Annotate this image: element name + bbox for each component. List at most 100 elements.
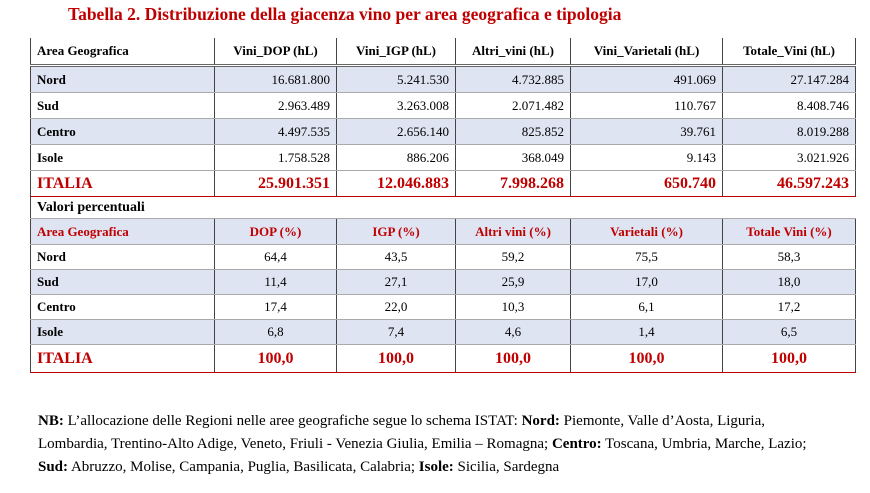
cell: 9.143 <box>570 144 723 171</box>
cell: 25.901.351 <box>214 170 337 197</box>
cell: 886.206 <box>336 144 456 171</box>
cell: Vini_IGP (hL) <box>336 38 456 67</box>
cell: 3.263.008 <box>336 92 456 119</box>
cell: Totale_Vini (hL) <box>722 38 856 67</box>
note-label: NB: <box>38 413 64 429</box>
cell: 100,0 <box>722 344 856 373</box>
data-row: Isole 6,8 7,4 4,6 1,4 6,5 <box>30 319 856 345</box>
cell: Isole <box>30 144 215 171</box>
cell: 12.046.883 <box>336 170 456 197</box>
cell: DOP (%) <box>214 218 337 245</box>
total-row: ITALIA 100,0 100,0 100,0 100,0 100,0 <box>30 344 856 373</box>
data-row: Sud 2.963.489 3.263.008 2.071.482 110.767 8.4… <box>30 92 856 119</box>
cell: Centro <box>30 118 215 145</box>
cell: ITALIA <box>30 344 215 373</box>
cell: 11,4 <box>214 269 337 295</box>
cell: 7,4 <box>336 319 456 345</box>
cell: 100,0 <box>336 344 456 373</box>
section-row: Valori percentuali <box>30 196 856 219</box>
cell: Vini_Varietali (hL) <box>570 38 723 67</box>
cell: 1,4 <box>570 319 723 345</box>
table-body: Area Geografica Vini_DOP (hL) Vini_IGP (hL… <box>30 38 856 373</box>
region-group: Isole: <box>418 459 454 475</box>
region-list: Sicilia, Sardegna <box>457 459 560 475</box>
data-row: Sud 11,4 27,1 25,9 17,0 18,0 <box>30 269 856 295</box>
cell: Sud <box>30 269 215 295</box>
cell: Varietali (%) <box>570 218 723 245</box>
title: Tabella 2. Distribuzione della giacenza … <box>68 4 622 24</box>
cell: 491.069 <box>570 65 723 93</box>
cell: Nord <box>30 65 215 93</box>
total-row: ITALIA 25.901.351 12.046.883 7.998.268 650.7… <box>30 170 856 197</box>
cell: 6,8 <box>214 319 337 345</box>
cell: 58,3 <box>722 244 856 270</box>
cell: 7.998.268 <box>455 170 571 197</box>
cell: Area Geografica <box>30 218 215 245</box>
cell: 16.681.800 <box>214 65 337 93</box>
footnote: NB: L’allocazione delle Regioni nelle ar… <box>38 410 838 479</box>
cell: IGP (%) <box>336 218 456 245</box>
data-row: Nord 64,4 43,5 59,2 75,5 58,3 <box>30 244 856 270</box>
header-row: Area Geografica Vini_DOP (hL) Vini_IGP (hL… <box>30 38 856 67</box>
cell: 22,0 <box>336 294 456 320</box>
cell: 4.732.885 <box>455 65 571 93</box>
cell: 5.241.530 <box>336 65 456 93</box>
cell: 8.019.288 <box>722 118 856 145</box>
cell: 43,5 <box>336 244 456 270</box>
cell: 4,6 <box>455 319 571 345</box>
cell: 650.740 <box>570 170 723 197</box>
data-row: Nord 16.681.800 5.241.530 4.732.885 491.069 2… <box>30 65 856 93</box>
cell: 4.497.535 <box>214 118 337 145</box>
cell: 2.656.140 <box>336 118 456 145</box>
cell: 17,0 <box>570 269 723 295</box>
cell: 6,1 <box>570 294 723 320</box>
region-list: Piemonte, Valle d’Aosta, Liguria, Lombar… <box>38 413 766 452</box>
cell: ITALIA <box>30 170 215 197</box>
header-row: Area Geografica DOP (%) IGP (%) Altri vini … <box>30 218 856 245</box>
region-group: Nord: <box>521 413 560 429</box>
cell: 59,2 <box>455 244 571 270</box>
cell: 825.852 <box>455 118 571 145</box>
section-label: Valori percentuali <box>30 196 856 219</box>
cell: 17,2 <box>722 294 856 320</box>
cell: Totale Vini (%) <box>722 218 856 245</box>
cell: Altri_vini (hL) <box>455 38 571 67</box>
cell: 75,5 <box>570 244 723 270</box>
data-row: Isole 1.758.528 886.206 368.049 9.143 3.021.9… <box>30 144 856 171</box>
cell: 100,0 <box>455 344 571 373</box>
cell: 25,9 <box>455 269 571 295</box>
cell: 110.767 <box>570 92 723 119</box>
cell: Vini_DOP (hL) <box>214 38 337 67</box>
region-group: Centro: <box>551 436 602 452</box>
cell: 64,4 <box>214 244 337 270</box>
cell: 17,4 <box>214 294 337 320</box>
cell: 368.049 <box>455 144 571 171</box>
cell: Area Geografica <box>30 38 215 67</box>
data-table: Area Geografica Vini_DOP (hL) Vini_IGP (hL… <box>30 38 856 373</box>
data-row: Centro 17,4 22,0 10,3 6,1 17,2 <box>30 294 856 320</box>
cell: 27,1 <box>336 269 456 295</box>
region-list: Abruzzo, Molise, Campania, Puglia, Basil… <box>70 459 416 475</box>
cell: 100,0 <box>214 344 337 373</box>
cell: 6,5 <box>722 319 856 345</box>
region-list: Toscana, Umbria, Marche, Lazio; <box>605 436 807 452</box>
cell: 27.147.284 <box>722 65 856 93</box>
cell: 2.963.489 <box>214 92 337 119</box>
cell: 2.071.482 <box>455 92 571 119</box>
cell: Centro <box>30 294 215 320</box>
cell: 10,3 <box>455 294 571 320</box>
cell: Sud <box>30 92 215 119</box>
cell: Isole <box>30 319 215 345</box>
cell: 39.761 <box>570 118 723 145</box>
cell: 18,0 <box>722 269 856 295</box>
cell: 1.758.528 <box>214 144 337 171</box>
note-intro: L’allocazione delle Regioni nelle aree g… <box>67 413 518 429</box>
cell: 46.597.243 <box>722 170 856 197</box>
region-group: Sud: <box>38 459 69 475</box>
cell: 8.408.746 <box>722 92 856 119</box>
cell: 100,0 <box>570 344 723 373</box>
cell: 3.021.926 <box>722 144 856 171</box>
data-row: Centro 4.497.535 2.656.140 825.852 39.761 8.0… <box>30 118 856 145</box>
cell: Nord <box>30 244 215 270</box>
